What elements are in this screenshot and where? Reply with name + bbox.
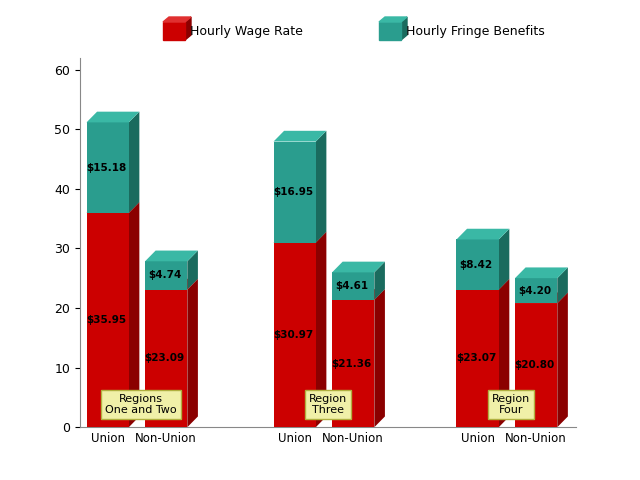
Polygon shape xyxy=(379,17,407,22)
Polygon shape xyxy=(456,240,499,289)
Polygon shape xyxy=(456,279,509,289)
Polygon shape xyxy=(145,279,198,289)
Polygon shape xyxy=(557,267,568,303)
Text: $23.09: $23.09 xyxy=(145,353,184,363)
Polygon shape xyxy=(273,142,316,242)
Polygon shape xyxy=(374,289,385,427)
Polygon shape xyxy=(316,131,326,242)
Polygon shape xyxy=(86,213,129,427)
Polygon shape xyxy=(515,303,557,427)
Text: $30.97: $30.97 xyxy=(273,330,313,340)
Polygon shape xyxy=(163,17,191,22)
Polygon shape xyxy=(188,251,198,289)
Polygon shape xyxy=(515,267,568,278)
Text: $16.95: $16.95 xyxy=(273,187,313,197)
Text: $21.36: $21.36 xyxy=(332,359,372,369)
Polygon shape xyxy=(129,202,140,427)
Polygon shape xyxy=(163,22,185,40)
Text: $35.95: $35.95 xyxy=(86,315,126,325)
Polygon shape xyxy=(515,292,568,303)
Text: $4.61: $4.61 xyxy=(335,281,368,291)
Polygon shape xyxy=(499,279,509,427)
Polygon shape xyxy=(332,289,385,300)
Polygon shape xyxy=(273,242,316,427)
Polygon shape xyxy=(456,289,499,427)
Polygon shape xyxy=(188,279,198,427)
Text: Region
Four: Region Four xyxy=(492,394,530,415)
Text: Hourly Wage Rate: Hourly Wage Rate xyxy=(190,24,303,37)
Text: $8.42: $8.42 xyxy=(460,260,493,270)
Polygon shape xyxy=(273,232,326,242)
Polygon shape xyxy=(515,278,557,303)
Polygon shape xyxy=(332,262,385,272)
Polygon shape xyxy=(456,229,509,240)
Polygon shape xyxy=(332,300,374,427)
Text: $15.18: $15.18 xyxy=(86,163,126,173)
Polygon shape xyxy=(379,22,401,40)
Polygon shape xyxy=(86,202,140,213)
Text: Regions
One and Two: Regions One and Two xyxy=(105,394,177,415)
Polygon shape xyxy=(273,131,326,142)
Text: Region
Three: Region Three xyxy=(309,394,347,415)
Text: Hourly Fringe Benefits: Hourly Fringe Benefits xyxy=(406,24,545,37)
Text: $4.20: $4.20 xyxy=(518,286,551,296)
Polygon shape xyxy=(185,17,191,40)
Polygon shape xyxy=(129,112,140,213)
Text: $4.74: $4.74 xyxy=(148,270,181,280)
Text: $20.80: $20.80 xyxy=(515,360,555,370)
Polygon shape xyxy=(332,272,374,300)
Polygon shape xyxy=(557,292,568,427)
Polygon shape xyxy=(145,289,188,427)
Polygon shape xyxy=(316,232,326,427)
Polygon shape xyxy=(86,122,129,213)
Polygon shape xyxy=(145,261,188,289)
Polygon shape xyxy=(499,229,509,289)
Polygon shape xyxy=(401,17,407,40)
Text: $23.07: $23.07 xyxy=(456,353,496,363)
Polygon shape xyxy=(374,262,385,300)
Polygon shape xyxy=(145,251,198,261)
Polygon shape xyxy=(86,112,140,122)
